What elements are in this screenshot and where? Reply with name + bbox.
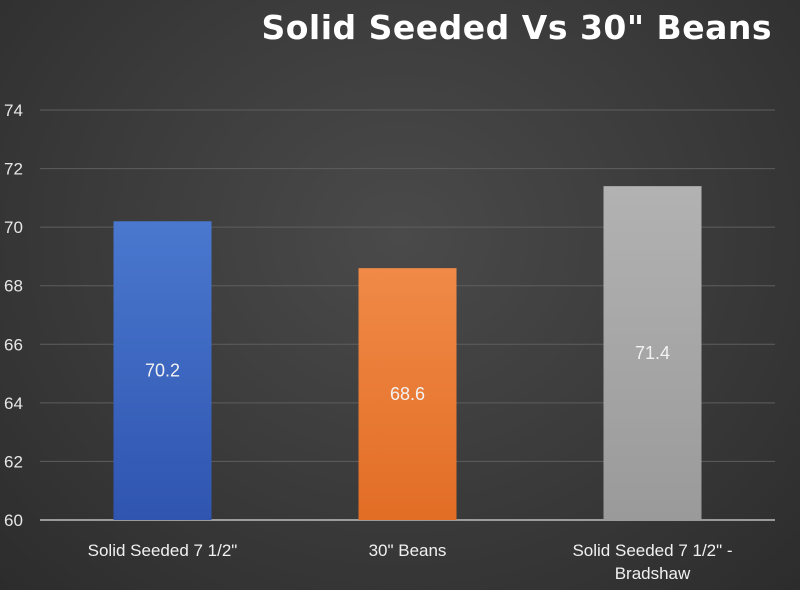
bar-3 <box>603 186 702 520</box>
category-label: Solid Seeded 7 1/2" <box>88 541 238 560</box>
data-label-3: 71.4 <box>635 343 670 363</box>
y-tick-label: 60 <box>4 511 23 530</box>
chart-title: Solid Seeded Vs 30" Beans <box>261 8 772 47</box>
category-label: 30" Beans <box>369 541 447 560</box>
y-tick-label: 70 <box>4 218 23 237</box>
y-tick-label: 72 <box>4 160 23 179</box>
x-axis-categories: Solid Seeded 7 1/2" 30" Beans Solid Seeded… <box>88 541 733 583</box>
bar-1 <box>113 221 212 521</box>
bars <box>113 186 702 521</box>
y-tick-label: 64 <box>4 394 23 413</box>
y-axis-ticks: 60 62 64 66 68 70 72 74 <box>4 101 23 530</box>
y-tick-label: 66 <box>4 335 23 354</box>
y-tick-label: 62 <box>4 452 23 471</box>
data-label-2: 68.6 <box>390 384 425 404</box>
category-label: Solid Seeded 7 1/2" - <box>572 541 732 560</box>
y-tick-label: 74 <box>4 101 23 120</box>
data-labels: 70.2 68.6 71.4 <box>145 343 670 404</box>
bar-2 <box>358 268 457 520</box>
data-label-1: 70.2 <box>145 361 180 381</box>
y-tick-label: 68 <box>4 277 23 296</box>
category-label: Bradshaw <box>615 564 691 583</box>
